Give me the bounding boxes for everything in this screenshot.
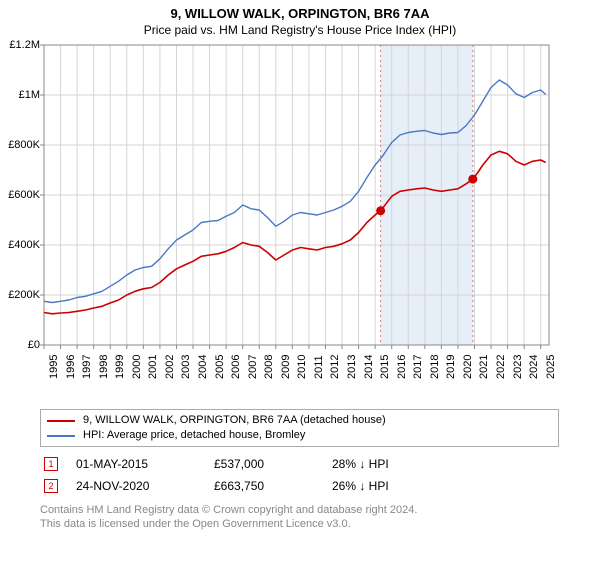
chart-container: 12 £0 £200K £400K £600K £800K £1M £1.2M 1995 19… xyxy=(4,39,564,409)
x-tick-label: 2021 xyxy=(478,355,490,379)
x-tick-label: 2015 xyxy=(379,355,391,379)
x-tick-label: 1996 xyxy=(65,355,77,379)
y-tick-label: £400K xyxy=(4,239,40,251)
x-tick-label: 2008 xyxy=(263,355,275,379)
legend-label: HPI: Average price, detached house, Brom… xyxy=(83,428,305,443)
x-tick-label: 2016 xyxy=(396,355,408,379)
x-tick-label: 2024 xyxy=(528,355,540,379)
x-tick-label: 2009 xyxy=(280,355,292,379)
x-tick-label: 2017 xyxy=(412,355,424,379)
legend-swatch xyxy=(47,420,75,422)
x-tick-label: 2022 xyxy=(495,355,507,379)
line-chart: 12 xyxy=(4,39,564,409)
transaction-date: 24-NOV-2020 xyxy=(76,479,196,493)
x-tick-label: 2023 xyxy=(512,355,524,379)
transaction-pct: 28% ↓ HPI xyxy=(332,457,432,471)
page-subtitle: Price paid vs. HM Land Registry's House … xyxy=(0,23,600,37)
x-tick-label: 2005 xyxy=(214,355,226,379)
transaction-marker: 1 xyxy=(44,457,58,471)
y-tick-label: £0 xyxy=(4,339,40,351)
y-tick-label: £1.2M xyxy=(4,39,40,51)
x-tick-label: 1995 xyxy=(48,355,60,379)
y-tick-label: £1M xyxy=(4,89,40,101)
transaction-row: 1 01-MAY-2015 £537,000 28% ↓ HPI xyxy=(40,453,545,475)
transaction-price: £537,000 xyxy=(214,457,314,471)
y-tick-label: £600K xyxy=(4,189,40,201)
legend: 9, WILLOW WALK, ORPINGTON, BR6 7AA (deta… xyxy=(40,409,559,447)
y-tick-label: £200K xyxy=(4,289,40,301)
transaction-row: 2 24-NOV-2020 £663,750 26% ↓ HPI xyxy=(40,475,545,497)
transaction-date: 01-MAY-2015 xyxy=(76,457,196,471)
x-tick-label: 2002 xyxy=(164,355,176,379)
x-tick-label: 1999 xyxy=(114,355,126,379)
x-tick-label: 2004 xyxy=(197,355,209,379)
transactions-table: 1 01-MAY-2015 £537,000 28% ↓ HPI 2 24-NOV-202… xyxy=(40,453,545,497)
x-tick-label: 2010 xyxy=(296,355,308,379)
transaction-pct: 26% ↓ HPI xyxy=(332,479,432,493)
footer-line-1: Contains HM Land Registry data © Crown c… xyxy=(40,503,545,517)
y-tick-label: £800K xyxy=(4,139,40,151)
x-tick-label: 2003 xyxy=(180,355,192,379)
x-tick-label: 1997 xyxy=(81,355,93,379)
x-tick-label: 2018 xyxy=(429,355,441,379)
transaction-price: £663,750 xyxy=(214,479,314,493)
legend-swatch xyxy=(47,435,75,437)
x-tick-label: 2012 xyxy=(329,355,341,379)
x-tick-label: 2001 xyxy=(147,355,159,379)
x-tick-label: 2013 xyxy=(346,355,358,379)
x-tick-label: 2011 xyxy=(313,355,325,379)
x-tick-label: 2019 xyxy=(445,355,457,379)
page-title: 9, WILLOW WALK, ORPINGTON, BR6 7AA xyxy=(0,6,600,21)
x-tick-label: 1998 xyxy=(98,355,110,379)
x-tick-label: 2000 xyxy=(131,355,143,379)
legend-item: 9, WILLOW WALK, ORPINGTON, BR6 7AA (deta… xyxy=(47,413,552,428)
x-tick-label: 2025 xyxy=(545,355,557,379)
transaction-marker: 2 xyxy=(44,479,58,493)
footer-line-2: This data is licensed under the Open Gov… xyxy=(40,517,545,531)
x-tick-label: 2020 xyxy=(462,355,474,379)
legend-label: 9, WILLOW WALK, ORPINGTON, BR6 7AA (deta… xyxy=(83,413,386,428)
x-tick-label: 2006 xyxy=(230,355,242,379)
x-tick-label: 2007 xyxy=(247,355,259,379)
legend-item: HPI: Average price, detached house, Brom… xyxy=(47,428,552,443)
x-tick-label: 2014 xyxy=(363,355,375,379)
footer-text: Contains HM Land Registry data © Crown c… xyxy=(40,503,545,531)
